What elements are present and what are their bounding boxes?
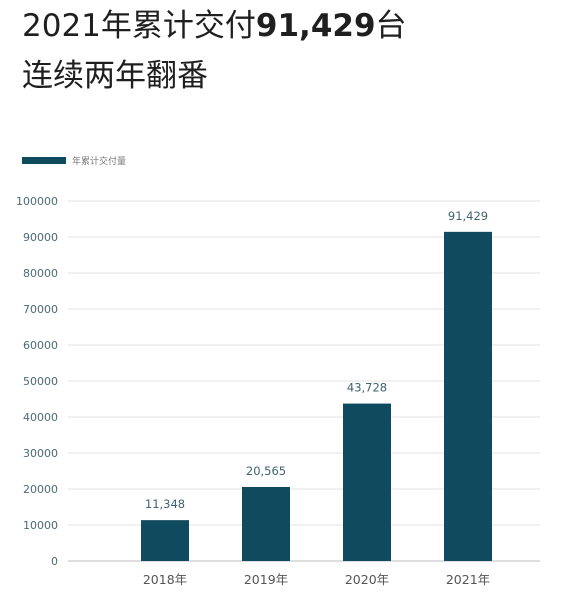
y-tick-label: 60000 (23, 339, 58, 352)
bar-2018年 (141, 520, 189, 561)
y-tick-label: 80000 (23, 267, 58, 280)
page-subtitle: 连续两年翻番 (22, 58, 208, 94)
legend-swatch (22, 157, 66, 164)
x-tick-label: 2019年 (244, 572, 288, 587)
bar-2019年 (242, 486, 290, 561)
data-label: 11,348 (145, 497, 185, 511)
x-tick-label: 2021年 (446, 572, 490, 587)
y-tick-label: 0 (51, 555, 58, 568)
y-tick-label: 90000 (23, 231, 58, 244)
x-tick-label: 2018年 (143, 572, 187, 587)
y-tick-label: 100000 (16, 195, 58, 208)
title-prefix: 2021年累计交付 (22, 8, 256, 44)
y-tick-label: 30000 (23, 447, 58, 460)
data-label: 20,565 (246, 464, 286, 478)
y-tick-label: 40000 (23, 411, 58, 424)
data-label: 91,429 (448, 209, 488, 223)
y-tick-label: 50000 (23, 375, 58, 388)
y-tick-label: 70000 (23, 303, 58, 316)
bar-2020年 (343, 403, 391, 561)
legend-label: 年累计交付量 (72, 155, 126, 167)
data-label: 43,728 (347, 381, 387, 395)
x-tick-label: 2020年 (345, 572, 389, 587)
page-title: 2021年累计交付91,429台 (22, 6, 407, 46)
title-number: 91,429 (255, 8, 376, 44)
y-tick-label: 10000 (23, 519, 58, 532)
bar-2021年 (444, 231, 492, 562)
title-suffix: 台 (375, 8, 407, 44)
y-tick-label: 20000 (23, 483, 58, 496)
